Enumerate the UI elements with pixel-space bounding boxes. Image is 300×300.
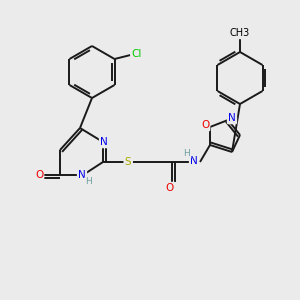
Text: N: N — [78, 170, 86, 180]
Text: O: O — [201, 120, 209, 130]
Text: CH3: CH3 — [230, 28, 250, 38]
Text: N: N — [190, 156, 198, 166]
Text: H: H — [85, 178, 92, 187]
Text: N: N — [100, 137, 108, 147]
Text: N: N — [228, 113, 236, 123]
Text: H: H — [184, 148, 190, 158]
Text: O: O — [166, 183, 174, 193]
Text: O: O — [35, 170, 43, 180]
Text: S: S — [125, 157, 131, 167]
Text: Cl: Cl — [131, 49, 142, 59]
